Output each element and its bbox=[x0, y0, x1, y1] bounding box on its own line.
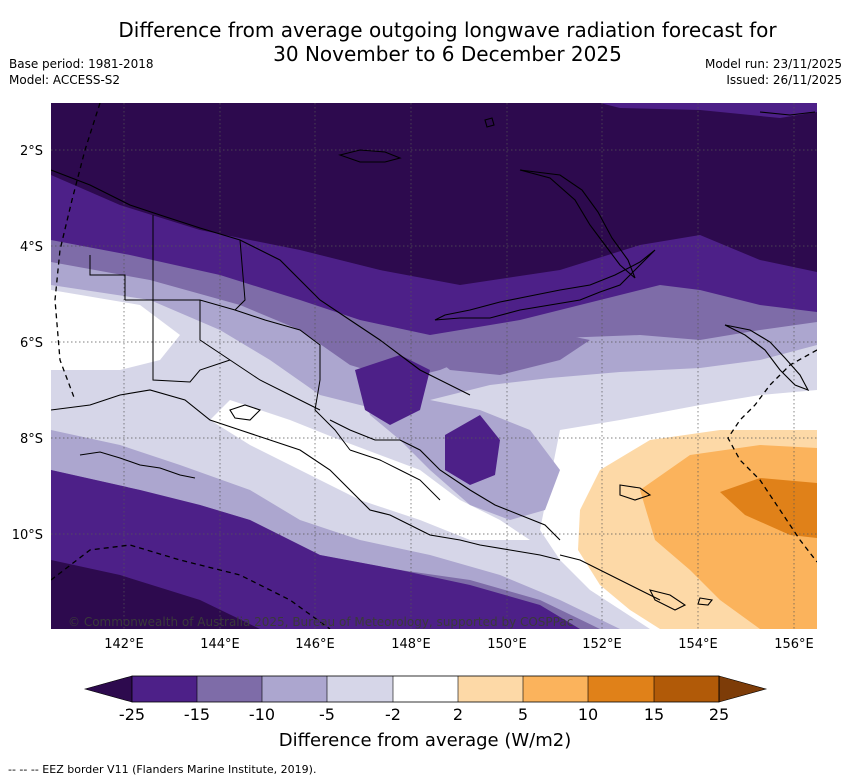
colorbar-extend-low bbox=[83, 675, 133, 703]
colorbar-swatch-m15-m10 bbox=[197, 676, 263, 702]
colorbar-outline bbox=[131, 675, 720, 703]
lon-labels: 142°E 144°E 146°E 148°E 150°E 152°E 154°… bbox=[104, 637, 814, 652]
colorbar-label-p5: 5 bbox=[518, 705, 528, 724]
band-minus25-minus15-south bbox=[51, 470, 580, 629]
colorbar-swatch-m2-p2 bbox=[393, 676, 459, 702]
colorbar-dividers bbox=[196, 676, 655, 702]
lat-labels: 2°S 4°S 6°S 8°S 10°S bbox=[12, 144, 43, 543]
colorbar-label-p2: 2 bbox=[453, 705, 463, 724]
lon-label-146e: 146°E bbox=[295, 637, 335, 652]
colorbar-label-p15: 15 bbox=[644, 705, 664, 724]
meta-right: Model run: 23/11/2025 Issued: 26/11/2025 bbox=[705, 56, 842, 88]
map-title: Difference from average outgoing longwav… bbox=[0, 18, 850, 66]
title-line-1: Difference from average outgoing longwav… bbox=[118, 18, 777, 42]
lon-label-156e: 156°E bbox=[774, 637, 814, 652]
admin-borders bbox=[89, 215, 441, 501]
colorbar-extend-high bbox=[718, 675, 768, 703]
colorbar-swatch-m5-m2 bbox=[327, 676, 393, 702]
meta-left: Base period: 1981-2018 Model: ACCESS-S2 bbox=[9, 56, 154, 88]
lon-label-150e: 150°E bbox=[487, 637, 527, 652]
colorbar-label-m25: -25 bbox=[119, 705, 145, 724]
eez-borders bbox=[51, 103, 817, 629]
band-minus15-minus10-central bbox=[420, 330, 590, 375]
band-minus25-minus15-top bbox=[600, 103, 817, 118]
colorbar: -25 -15 -10 -5 -2 2 5 10 15 25 bbox=[83, 675, 768, 724]
colorbar-label-p10: 10 bbox=[578, 705, 598, 724]
colorbar-label-m10: -10 bbox=[249, 705, 275, 724]
colorbar-swatch-m25-m15 bbox=[132, 676, 198, 702]
model-run: Model run: 23/11/2025 bbox=[704, 57, 842, 71]
lon-label-144e: 144°E bbox=[200, 637, 240, 652]
colorbar-label-m15: -15 bbox=[184, 705, 210, 724]
lon-label-152e: 152°E bbox=[582, 637, 622, 652]
colorbar-swatch-p2-p5 bbox=[458, 676, 524, 702]
colorbar-label-p25: 25 bbox=[709, 705, 729, 724]
base-period: Base period: 1981-2018 bbox=[9, 57, 154, 71]
coastlines bbox=[51, 111, 816, 611]
colorbar-label-m5: -5 bbox=[319, 705, 335, 724]
lon-label-148e: 148°E bbox=[391, 637, 431, 652]
lon-label-154e: 154°E bbox=[678, 637, 718, 652]
model-name: Model: ACCESS-S2 bbox=[9, 73, 121, 87]
lat-label-10s: 10°S bbox=[12, 528, 43, 543]
colorbar-swatch-m10-m5 bbox=[262, 676, 328, 702]
anomaly-field: © Commonwealth of Australia 2025, Bureau… bbox=[51, 103, 817, 629]
title-line-2: 30 November to 6 December 2025 bbox=[273, 42, 622, 66]
issued-date: Issued: 26/11/2025 bbox=[726, 73, 842, 87]
colorbar-title: Difference from average (W/m2) bbox=[278, 730, 572, 751]
band-minus25-minus15-blob bbox=[445, 415, 500, 485]
band-plus10-plus15 bbox=[720, 478, 817, 538]
band-neutral-central bbox=[210, 400, 530, 540]
colorbar-swatch-p5-p10 bbox=[523, 676, 589, 702]
colorbar-swatch-p15-p25 bbox=[654, 676, 719, 702]
colorbar-label-m2: -2 bbox=[385, 705, 401, 724]
lat-label-8s: 8°S bbox=[20, 432, 43, 447]
lat-label-4s: 4°S bbox=[20, 240, 43, 255]
lat-label-6s: 6°S bbox=[20, 336, 43, 351]
colorbar-swatch-p10-p15 bbox=[588, 676, 654, 702]
band-lt-minus25-south bbox=[51, 560, 260, 629]
lon-label-142e: 142°E bbox=[104, 637, 144, 652]
lat-label-2s: 2°S bbox=[20, 144, 43, 159]
copyright-text: © Commonwealth of Australia 2025, Bureau… bbox=[68, 615, 573, 629]
eez-footnote: -- -- -- EEZ border V11 (Flanders Marine… bbox=[8, 763, 317, 776]
band-neutral-west bbox=[51, 290, 180, 370]
